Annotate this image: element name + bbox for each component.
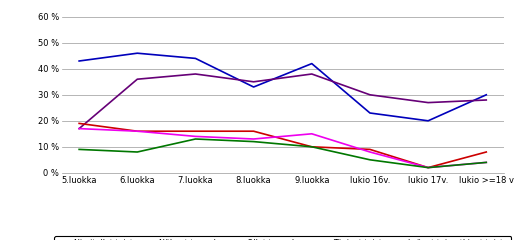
Line: Töninyt toista: Töninyt toista — [79, 129, 486, 168]
Töninyt toista — [76, 127, 82, 130]
Nimitellyt toista — [425, 119, 431, 122]
Nimitellyt toista — [309, 62, 315, 65]
Ollut tappelussa — [483, 150, 489, 153]
Töninyt toista — [192, 135, 198, 138]
Line: Nimitellyt toista: Nimitellyt toista — [79, 53, 486, 121]
Nähnyt tappelun — [76, 127, 82, 130]
Nähnyt tappelun — [192, 72, 198, 75]
Lyönyt tai potkinut toista — [483, 161, 489, 164]
Nähnyt tappelun — [425, 101, 431, 104]
Ollut tappelussa — [309, 145, 315, 148]
Nimitellyt toista — [192, 57, 198, 60]
Töninyt toista — [250, 138, 256, 140]
Nähnyt tappelun — [250, 80, 256, 83]
Nähnyt tappelun — [309, 72, 315, 75]
Ollut tappelussa — [76, 122, 82, 125]
Ollut tappelussa — [425, 166, 431, 169]
Lyönyt tai potkinut toista — [250, 140, 256, 143]
Nimitellyt toista — [367, 112, 373, 114]
Ollut tappelussa — [134, 130, 140, 133]
Nimitellyt toista — [250, 86, 256, 89]
Nähnyt tappelun — [483, 99, 489, 102]
Legend: Nimitellyt toista, Nähnyt tappelun, Ollut tappelussa, Töninyt toista, Lyönyt tai: Nimitellyt toista, Nähnyt tappelun, Ollu… — [54, 236, 511, 240]
Line: Lyönyt tai potkinut toista: Lyönyt tai potkinut toista — [79, 139, 486, 168]
Töninyt toista — [425, 166, 431, 169]
Nähnyt tappelun — [367, 93, 373, 96]
Ollut tappelussa — [192, 130, 198, 133]
Nimitellyt toista — [76, 60, 82, 62]
Ollut tappelussa — [367, 148, 373, 151]
Töninyt toista — [367, 150, 373, 153]
Töninyt toista — [309, 132, 315, 135]
Nimitellyt toista — [483, 93, 489, 96]
Line: Ollut tappelussa: Ollut tappelussa — [79, 123, 486, 168]
Ollut tappelussa — [250, 130, 256, 133]
Töninyt toista — [134, 130, 140, 133]
Lyönyt tai potkinut toista — [192, 138, 198, 140]
Line: Nähnyt tappelun: Nähnyt tappelun — [79, 74, 486, 129]
Lyönyt tai potkinut toista — [134, 150, 140, 153]
Lyönyt tai potkinut toista — [367, 158, 373, 161]
Lyönyt tai potkinut toista — [425, 166, 431, 169]
Lyönyt tai potkinut toista — [76, 148, 82, 151]
Nähnyt tappelun — [134, 78, 140, 81]
Nimitellyt toista — [134, 52, 140, 55]
Töninyt toista — [483, 161, 489, 164]
Lyönyt tai potkinut toista — [309, 145, 315, 148]
